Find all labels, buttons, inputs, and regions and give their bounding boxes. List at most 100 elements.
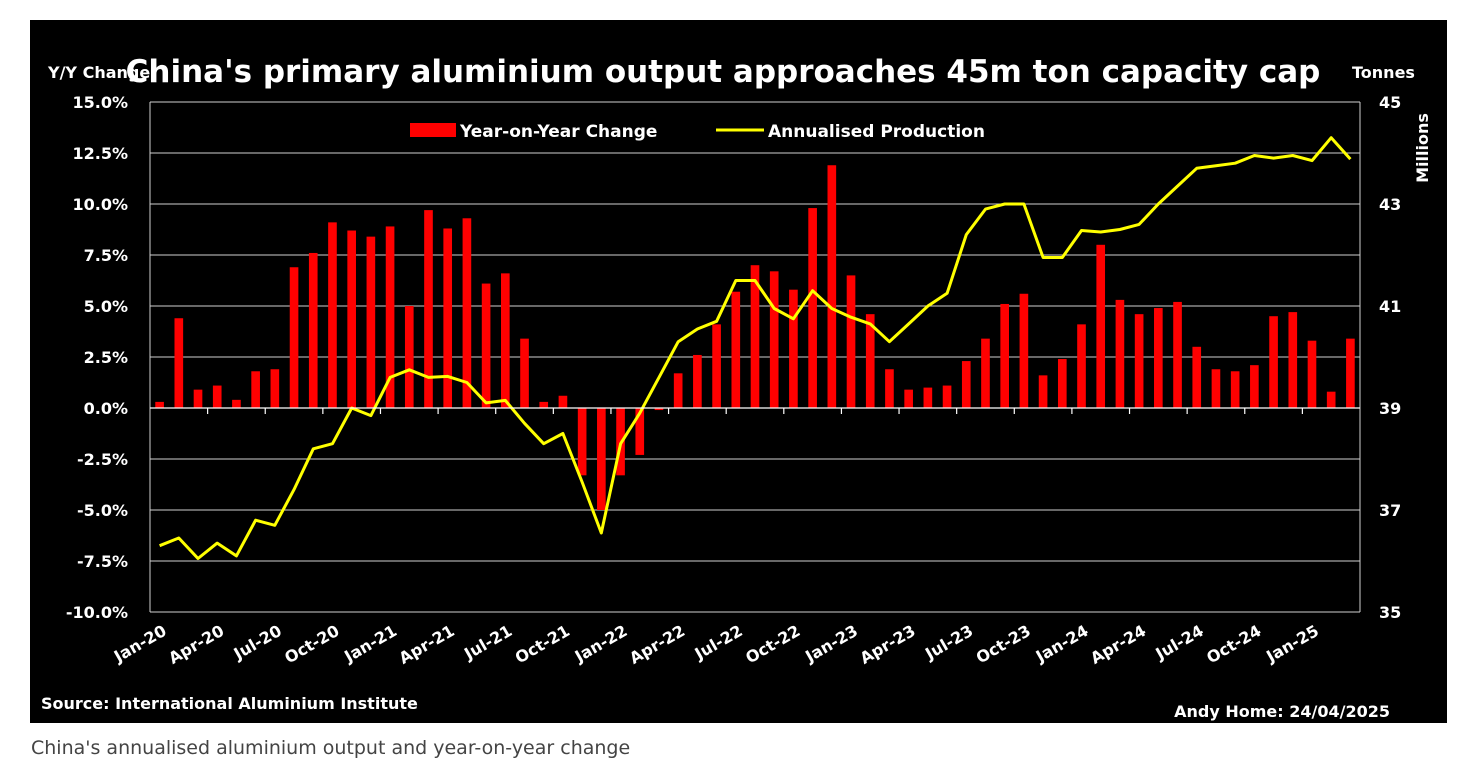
yoy-bar — [1192, 346, 1202, 408]
yoy-bar — [712, 324, 721, 408]
x-tick-label: Jul-23 — [921, 621, 976, 664]
yoy-bar — [769, 271, 779, 408]
y-right-axis-unit: Millions — [1413, 113, 1432, 183]
yoy-bar — [443, 228, 453, 408]
yoy-bar — [347, 230, 356, 408]
chart-panel: 15.0% 12.5% 10.0% 7.5% 5.0% 2.5% 0.0% -2.5% -5.0… — [30, 20, 1447, 723]
yoy-bar — [827, 165, 837, 408]
chart: 15.0% 12.5% 10.0% 7.5% 5.0% 2.5% 0.0% -2.5% -5.0… — [41, 54, 1432, 721]
y-right-tick-label: 43 — [1379, 195, 1401, 214]
x-tick-label: Apr-20 — [165, 621, 227, 668]
y-left-axis-title: Y/Y Change — [47, 63, 150, 82]
x-tick-label: Apr-22 — [626, 621, 688, 668]
y-left-tick-label: -2.5% — [77, 450, 128, 469]
yoy-bar — [539, 401, 549, 408]
x-tick-label: Jul-22 — [691, 621, 746, 664]
yoy-bar — [1096, 244, 1106, 408]
yoy-bar — [1269, 316, 1278, 408]
yoy-bar — [155, 401, 164, 408]
x-tick-label: Oct-23 — [973, 621, 1034, 667]
y-left-tick-label: -5.0% — [77, 501, 128, 520]
yoy-bar — [270, 369, 280, 408]
y-left-tick-label: 15.0% — [72, 93, 128, 112]
x-tick-label: Jan-21 — [340, 621, 400, 666]
x-tick-label: Jan-22 — [571, 621, 631, 666]
yoy-bar — [232, 399, 241, 408]
y-left-tick-label: 2.5% — [84, 348, 128, 367]
yoy-bar — [577, 408, 587, 476]
yoy-bar — [1173, 301, 1182, 408]
yoy-bar — [635, 408, 645, 455]
chart-title: China's primary aluminium output approac… — [126, 54, 1321, 90]
yoy-bar — [1000, 303, 1010, 408]
yoy-bar — [1077, 324, 1086, 408]
yoy-bar — [520, 338, 529, 408]
x-tick-label: Apr-21 — [396, 621, 458, 668]
y-right-tick-label: 41 — [1379, 297, 1401, 316]
yoy-bar — [558, 395, 568, 408]
yoy-bar — [424, 210, 433, 408]
y-left-tick-label: 0.0% — [84, 399, 128, 418]
bar-series — [155, 165, 1355, 510]
yoy-bar — [597, 408, 606, 510]
x-tick-label: Jan-24 — [1032, 621, 1092, 666]
yoy-bar — [789, 289, 798, 408]
figure-caption: China's annualised aluminium output and … — [31, 737, 631, 759]
legend-swatch-yoy — [410, 123, 456, 137]
y-right-axis-title: Tonnes — [1352, 63, 1415, 82]
y-left-tick-label: 12.5% — [72, 144, 128, 163]
y-left-tick-label: 10.0% — [72, 195, 128, 214]
y-right-tick-label: 35 — [1379, 603, 1401, 622]
y-right-tick-label: 45 — [1379, 93, 1401, 112]
legend: Year-on-Year Change Annualised Productio… — [410, 122, 985, 142]
yoy-bar — [251, 371, 260, 408]
x-tick-label: Apr-23 — [857, 621, 919, 668]
credit-note: Andy Home: 24/04/2025 — [1174, 702, 1390, 721]
x-tick-label: Jan-25 — [1262, 621, 1322, 666]
yoy-bar — [885, 369, 894, 408]
yoy-bar — [212, 385, 222, 408]
yoy-bar — [366, 236, 376, 408]
yoy-bar — [193, 389, 203, 408]
yoy-bar — [462, 218, 472, 408]
yoy-bar — [1346, 338, 1355, 408]
yoy-bar — [174, 318, 184, 408]
x-tick-label: Jan-23 — [801, 621, 861, 666]
source-note: Source: International Aluminium Institut… — [41, 694, 418, 713]
yoy-bar — [1250, 365, 1259, 408]
yoy-bar — [1134, 314, 1144, 408]
x-tick-label: Apr-24 — [1087, 621, 1149, 668]
yoy-bar — [865, 314, 875, 408]
yoy-bar — [1019, 293, 1029, 408]
yoy-bar — [923, 387, 933, 408]
yoy-bar — [904, 389, 913, 408]
x-tick-label: Jul-20 — [230, 621, 285, 664]
yoy-bar — [1057, 359, 1067, 408]
x-tick-label: Oct-20 — [281, 621, 342, 667]
yoy-bar — [731, 291, 741, 408]
yoy-bar — [673, 373, 683, 408]
legend-label-yoy: Year-on-Year Change — [459, 122, 657, 142]
x-tick-label: Jul-24 — [1152, 621, 1207, 664]
yoy-bar — [846, 275, 856, 408]
yoy-bar — [1038, 375, 1048, 408]
x-tick-label: Oct-21 — [512, 621, 573, 667]
line-series — [159, 136, 1352, 560]
yoy-bar — [750, 265, 760, 408]
yoy-bar — [481, 283, 491, 408]
yoy-bar — [289, 267, 299, 408]
production-line — [159, 136, 1352, 560]
axes — [149, 102, 1361, 612]
yoy-bar — [500, 273, 510, 408]
yoy-bar — [654, 408, 664, 411]
y-left-tick-label: -10.0% — [66, 603, 128, 622]
yoy-bar — [308, 252, 318, 408]
x-tick-label: Oct-22 — [742, 621, 803, 667]
x-tick-label: Jan-20 — [110, 621, 170, 666]
yoy-bar — [328, 222, 337, 408]
yoy-bar — [1211, 369, 1221, 408]
y-right-tick-label: 37 — [1379, 501, 1401, 520]
yoy-bar — [404, 306, 414, 408]
x-tick-label: Oct-24 — [1203, 621, 1264, 667]
yoy-bar — [693, 354, 702, 408]
